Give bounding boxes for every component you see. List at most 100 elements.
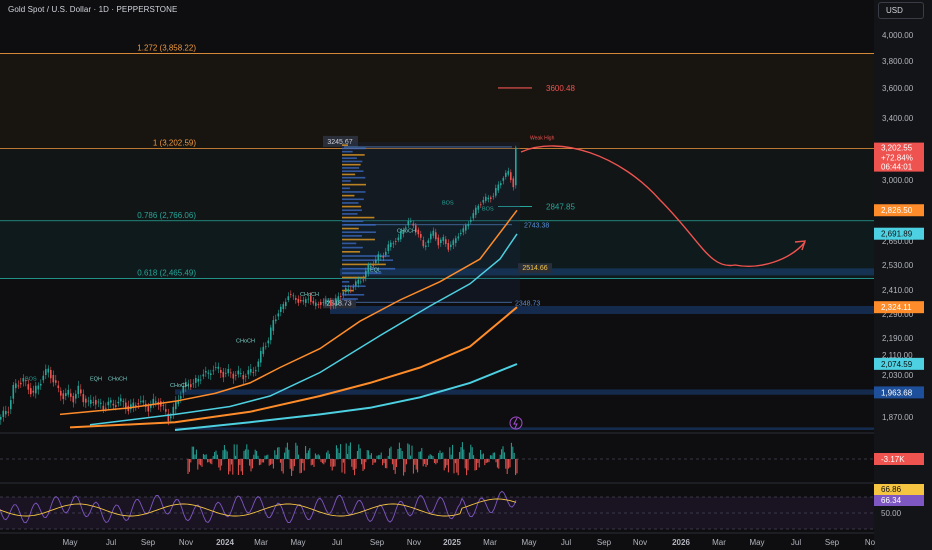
candle-body <box>247 370 250 375</box>
level-label: 2348.73 <box>515 300 540 307</box>
candle-body <box>340 296 342 297</box>
level-box-label: 2348.73 <box>326 300 351 307</box>
level-box-label: 3245.67 <box>327 139 352 146</box>
candle-body <box>317 304 320 305</box>
currency-selector[interactable]: USD <box>878 2 924 19</box>
candle-body <box>442 237 445 241</box>
price-tag <box>874 204 924 217</box>
candle-body <box>492 195 495 197</box>
liquidity-zones <box>175 268 874 430</box>
volume-profile-bar <box>342 227 359 230</box>
candle-body <box>55 380 57 383</box>
candle-body <box>97 401 100 403</box>
candle-body <box>270 327 272 341</box>
flash-icon[interactable] <box>509 416 523 430</box>
candle-body <box>170 416 172 419</box>
candle-body <box>277 313 280 317</box>
projection-curve <box>520 145 806 267</box>
candle-body <box>232 373 235 379</box>
price-tag-label: 2,826.50 <box>881 206 913 215</box>
candle-body <box>82 394 85 403</box>
candle-body <box>75 393 77 399</box>
candle-body <box>422 240 425 247</box>
candle-body <box>262 346 265 354</box>
candle-body <box>507 170 510 175</box>
candle-body <box>202 374 205 377</box>
volume-profile-bar <box>342 220 364 223</box>
key-levels: 3600.48 2847.85 3245.67 2743.38 2514.66 2348.… <box>323 84 575 309</box>
y-axis-ticks: 4,000.00 3,800.00 3,600.00 3,400.00 3,000.00… <box>882 31 914 422</box>
time-tick-label: May <box>290 538 305 547</box>
candle-body <box>117 401 120 404</box>
candle-body <box>420 234 422 238</box>
liquidity-zone <box>330 306 874 314</box>
fib-zone-upper <box>0 53 874 149</box>
candle-body <box>155 401 157 403</box>
candle-body <box>300 300 302 302</box>
candle-body <box>462 228 465 233</box>
candle-body <box>0 417 2 420</box>
y-tick-label: 2,650.00 <box>882 237 914 246</box>
candle-body <box>107 401 110 406</box>
candle-body <box>432 230 435 236</box>
support-label: 2847.85 <box>546 203 575 212</box>
price-tag-label: 2,074.59 <box>881 360 913 369</box>
time-tick-label: Nov <box>179 538 193 547</box>
candle-body <box>140 400 142 402</box>
candle-body <box>475 207 477 215</box>
candle-body <box>427 240 430 243</box>
volume-profile-bar <box>342 246 363 249</box>
volume-profile-bar <box>342 209 362 212</box>
volume-profile-bar <box>342 191 366 193</box>
candle-body <box>387 244 390 251</box>
candle-body <box>205 371 207 373</box>
candle-body <box>362 279 365 281</box>
volume-profile-bar <box>342 163 361 166</box>
candle-body <box>457 236 460 239</box>
y-tick-label: 2,530.00 <box>882 261 914 270</box>
candle-body <box>505 172 507 177</box>
volume-profile-bar <box>342 167 360 169</box>
fib-levels: 1.272 (3,858.22) 1 (3,202.59) 0.786 (2,766… <box>0 43 874 279</box>
candle-body <box>515 147 517 186</box>
volume-profile-bar <box>342 285 366 288</box>
liquidity-zone <box>175 389 874 395</box>
y-tick-label: 2,030.00 <box>882 371 914 380</box>
candle-body <box>45 369 47 375</box>
candle-body <box>112 403 115 406</box>
candle-body <box>92 401 95 403</box>
candle-body <box>217 366 220 369</box>
candle-body <box>350 290 352 291</box>
candle-body <box>375 259 377 263</box>
candle-body <box>407 221 410 226</box>
candle-body <box>460 232 462 235</box>
candle-body <box>510 172 512 180</box>
candle-body <box>252 371 255 373</box>
volume-profile-bar <box>342 157 357 159</box>
candle-body <box>372 265 375 266</box>
candle-body <box>502 177 505 181</box>
y-tick-label: 2,190.00 <box>882 334 914 343</box>
rsi-tag <box>874 495 924 506</box>
candle-body <box>190 384 192 388</box>
time-tick-label: Mar <box>483 538 497 547</box>
candle-body <box>95 399 97 405</box>
candle-body <box>125 402 127 410</box>
candle-body <box>197 378 200 382</box>
candle-body <box>472 213 475 219</box>
time-tick-label: Sep <box>597 538 612 547</box>
time-tick-label: Sep <box>825 538 840 547</box>
candle-body <box>285 301 287 306</box>
last-price-tag <box>874 142 924 172</box>
y-tick-label: 3,600.00 <box>882 84 914 93</box>
rsi-ma-line <box>0 498 517 517</box>
candle-body <box>102 405 105 410</box>
price-tag-label: 1,963.68 <box>881 388 913 397</box>
volume-profile-bar <box>342 160 363 163</box>
price-tag <box>874 301 924 314</box>
volume-profile-box <box>342 142 520 303</box>
candle-body <box>395 241 397 242</box>
annotation-label: EQL <box>370 267 381 273</box>
candle-body <box>467 223 470 227</box>
